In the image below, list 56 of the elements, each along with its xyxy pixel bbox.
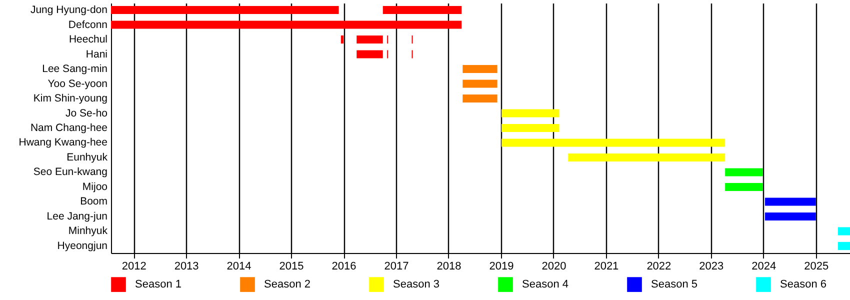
y-tick-label: Hwang Kwang-hee (18, 136, 108, 149)
bar (382, 6, 462, 14)
x-tick-label: 2014 (226, 260, 252, 272)
y-tick-label: Lee Sang-min (42, 63, 108, 76)
bar (501, 138, 726, 147)
y-tick-label: Nam Chang-hee (30, 122, 108, 134)
y-tick-label: Kim Shin-young (33, 92, 108, 104)
y-tick-label: Mijoo (82, 180, 108, 193)
x-tick-label: 2019 (489, 260, 514, 272)
y-tick-label: Heechul (68, 34, 108, 46)
y-tick-label: Boom (80, 196, 108, 208)
bar (838, 242, 850, 250)
x-tick-label: 2022 (646, 260, 672, 272)
bar (462, 80, 498, 88)
x-tick-label: 2024 (752, 260, 776, 272)
x-tick-label: 2016 (332, 260, 356, 272)
y-tick-label: Yoo Se-yoon (48, 78, 108, 90)
bar (340, 35, 344, 44)
legend-label: Season 2 (264, 278, 310, 291)
bar (725, 168, 763, 176)
bar (501, 124, 560, 132)
x-tick-label: 2023 (699, 260, 724, 272)
x-tick-label: 2013 (174, 260, 199, 272)
x-tick-label: 2021 (594, 260, 619, 272)
legend-label: Season 4 (522, 278, 568, 291)
y-tick-label: Minhyuk (68, 225, 108, 238)
bar (501, 109, 560, 118)
bar (568, 153, 726, 162)
x-tick-label: 2025 (804, 260, 829, 272)
legend-label: Season 1 (135, 278, 182, 291)
y-tick-label: Defconn (68, 18, 108, 31)
bar (838, 227, 850, 236)
bar (725, 182, 763, 192)
y-tick-label: Jung Hyung-don (30, 4, 108, 16)
bar (764, 198, 816, 206)
y-tick-label: Seo Eun-kwang (33, 166, 108, 178)
bar (356, 50, 383, 58)
legend-label: Season 3 (393, 278, 440, 291)
bar (462, 64, 498, 74)
legend-label: Season 5 (651, 278, 698, 291)
y-tick-label: Lee Jang-jun (46, 210, 108, 222)
x-tick-label: 2015 (279, 260, 304, 272)
x-tick-label: 2017 (384, 260, 409, 272)
legend-label: Season 6 (780, 278, 826, 291)
bar (764, 212, 816, 221)
x-tick-label: 2018 (436, 260, 462, 272)
x-tick-label: 2012 (122, 260, 146, 272)
bar (462, 94, 498, 103)
y-tick-label: Hani (86, 48, 108, 60)
bar (111, 20, 462, 29)
y-tick-label: Hyeongjun (57, 240, 108, 252)
x-tick-label: 2020 (542, 260, 566, 272)
y-tick-label: Eunhyuk (66, 152, 108, 164)
bar (356, 35, 383, 44)
y-tick-label: Jo Se-ho (65, 107, 108, 120)
bar (111, 6, 339, 14)
